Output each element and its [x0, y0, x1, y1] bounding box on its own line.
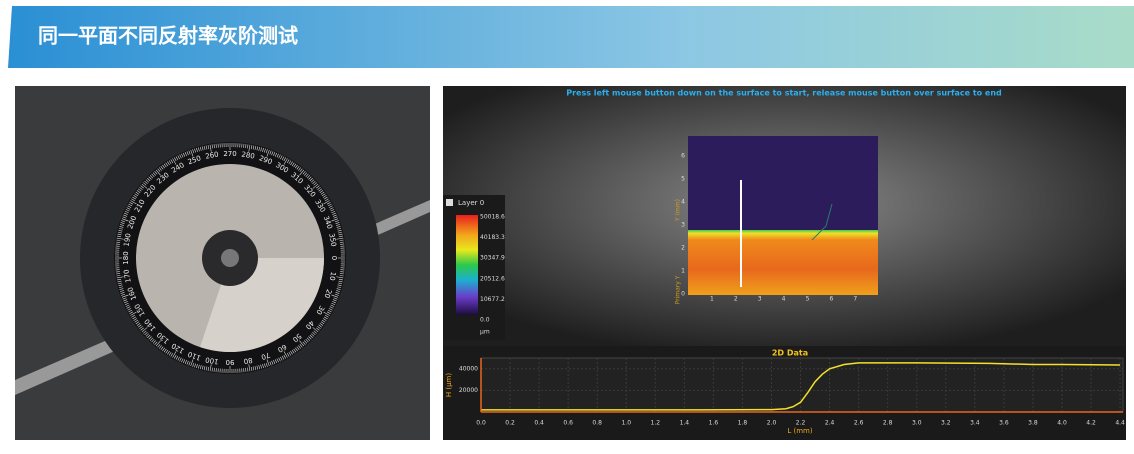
map-y-tick: 2	[681, 245, 685, 252]
x-tick-label: 0.0	[476, 420, 486, 427]
photo: 0102030405060708090100110120130140150160…	[15, 86, 430, 440]
map-x-tick: 7	[853, 296, 857, 303]
map-y-tick: 1	[681, 268, 685, 275]
x-tick-label: 1.0	[621, 420, 631, 427]
colorbar-label: 10677.2	[480, 296, 505, 303]
map-x-tick: 5	[806, 296, 810, 303]
x-tick-label: 3.4	[970, 420, 980, 427]
y-tick-label: 20000	[459, 387, 478, 394]
x-tick-label: 3.8	[1028, 420, 1038, 427]
map-y-tick: 4	[681, 199, 685, 206]
map-surface	[688, 230, 878, 295]
colorbar-label: 50018.6	[480, 214, 505, 221]
profile-y-label: H (μm)	[445, 373, 453, 397]
dial-label: 80	[243, 356, 253, 365]
profile-x-label: L (mm)	[787, 427, 812, 435]
x-tick-label: 0.6	[563, 420, 573, 427]
x-tick-label: 0.2	[505, 420, 515, 427]
x-tick-label: 1.4	[680, 420, 690, 427]
map-y-label-2: Primary Y	[675, 275, 682, 304]
map-x-tick: 2	[734, 296, 738, 303]
map-y-tick: 0	[681, 291, 685, 298]
x-tick-label: 4.4	[1115, 420, 1125, 427]
colorbar	[456, 215, 478, 315]
y-tick-label: 40000	[459, 365, 478, 372]
dial-label: 270	[223, 150, 236, 158]
layer-checkbox[interactable]	[446, 199, 453, 206]
map-y-label: Y (mm)	[675, 199, 682, 222]
map-x-tick: 6	[829, 296, 833, 303]
x-tick-label: 0.8	[592, 420, 602, 427]
dial-label: 90	[226, 358, 235, 366]
profile-title: 2D Data	[772, 349, 808, 358]
colorbar-label: 20512.6	[480, 275, 505, 282]
software-screenshot: Press left mouse button down on the surf…	[443, 86, 1126, 440]
x-tick-label: 3.0	[912, 420, 922, 427]
map-y-tick: 3	[681, 222, 685, 229]
x-tick-label: 1.8	[738, 420, 748, 427]
x-tick-label: 4.0	[1057, 420, 1067, 427]
map-y-tick: 6	[681, 153, 685, 160]
map-x-tick: 3	[758, 296, 762, 303]
dial-label: 180	[122, 251, 130, 264]
colorbar-unit: μm	[480, 329, 490, 336]
dial-label: 0	[330, 256, 338, 260]
colorbar-label: 30347.9	[480, 255, 505, 262]
instruction: Press left mouse button down on the surf…	[566, 89, 1002, 98]
x-tick-label: 1.6	[709, 420, 719, 427]
map-y-tick: 5	[681, 176, 685, 183]
x-tick-label: 4.2	[1086, 420, 1096, 427]
dial-label: 10	[328, 271, 337, 281]
x-tick-label: 2.6	[854, 420, 864, 427]
x-tick-label: 1.2	[651, 420, 661, 427]
header-title: 同一平面不同反射率灰阶测试	[38, 24, 298, 48]
colorbar-label: 0.0	[480, 317, 490, 324]
layer-label: Layer 0	[458, 199, 484, 207]
x-tick-label: 2.0	[767, 420, 777, 427]
colorbar-label: 40183.3	[480, 234, 505, 241]
map-x-tick: 4	[782, 296, 786, 303]
hub-center	[221, 249, 239, 267]
x-tick-label: 2.4	[825, 420, 835, 427]
map-background	[688, 136, 878, 236]
x-tick-label: 2.2	[796, 420, 806, 427]
plot-area	[481, 358, 1123, 412]
x-tick-label: 0.4	[534, 420, 544, 427]
x-tick-label: 3.6	[999, 420, 1009, 427]
x-tick-label: 2.8	[883, 420, 893, 427]
x-tick-label: 3.2	[941, 420, 951, 427]
map-x-tick: 1	[710, 296, 714, 303]
